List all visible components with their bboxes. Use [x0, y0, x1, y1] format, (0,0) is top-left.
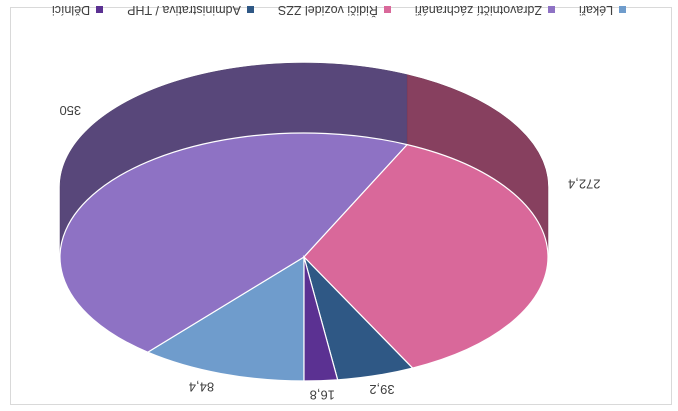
- data-label-administrativa: 39,2: [369, 382, 394, 397]
- legend-item-delnici: Dělníci: [51, 3, 104, 17]
- data-label-zachranari: 350: [59, 103, 81, 118]
- legend-swatch: [246, 6, 254, 14]
- legend-item-ridici: Řidiči vozidel ZZS: [278, 3, 391, 17]
- legend-label: Lékaři: [579, 3, 614, 17]
- legend-label: Administrativa / THP: [127, 3, 241, 17]
- legend-label: Řidiči vozidel ZZS: [277, 3, 378, 17]
- data-label-lekari: 84,4: [189, 380, 214, 395]
- data-label-ridici: 272,4: [568, 176, 601, 191]
- legend-item-lekari: Lékaři: [579, 3, 627, 17]
- chart-legend: Lékaři Zdravotničtí záchranáři Řidiči vo…: [0, 3, 678, 17]
- data-label-delnici: 16,8: [310, 388, 335, 403]
- pie-slice-lekari: [146, 255, 305, 382]
- legend-swatch: [548, 6, 556, 14]
- pie-slice-delnici: [303, 256, 339, 382]
- legend-item-zachranari: Zdravotničtí záchranáři: [414, 3, 556, 17]
- data-labels: 84,4 350 272,4 39,2 16,8: [59, 103, 600, 403]
- legend-swatch: [383, 6, 391, 14]
- pie-tops: [59, 132, 549, 382]
- legend-swatch: [96, 6, 104, 14]
- legend-label: Zdravotničtí záchranáři: [414, 3, 543, 17]
- legend-label: Dělníci: [51, 3, 91, 17]
- pie-slice-zachranari: [59, 132, 409, 353]
- pie-slice-ridici: [303, 143, 549, 369]
- legend-swatch: [619, 6, 627, 14]
- legend-item-administrativa: Administrativa / THP: [127, 3, 254, 17]
